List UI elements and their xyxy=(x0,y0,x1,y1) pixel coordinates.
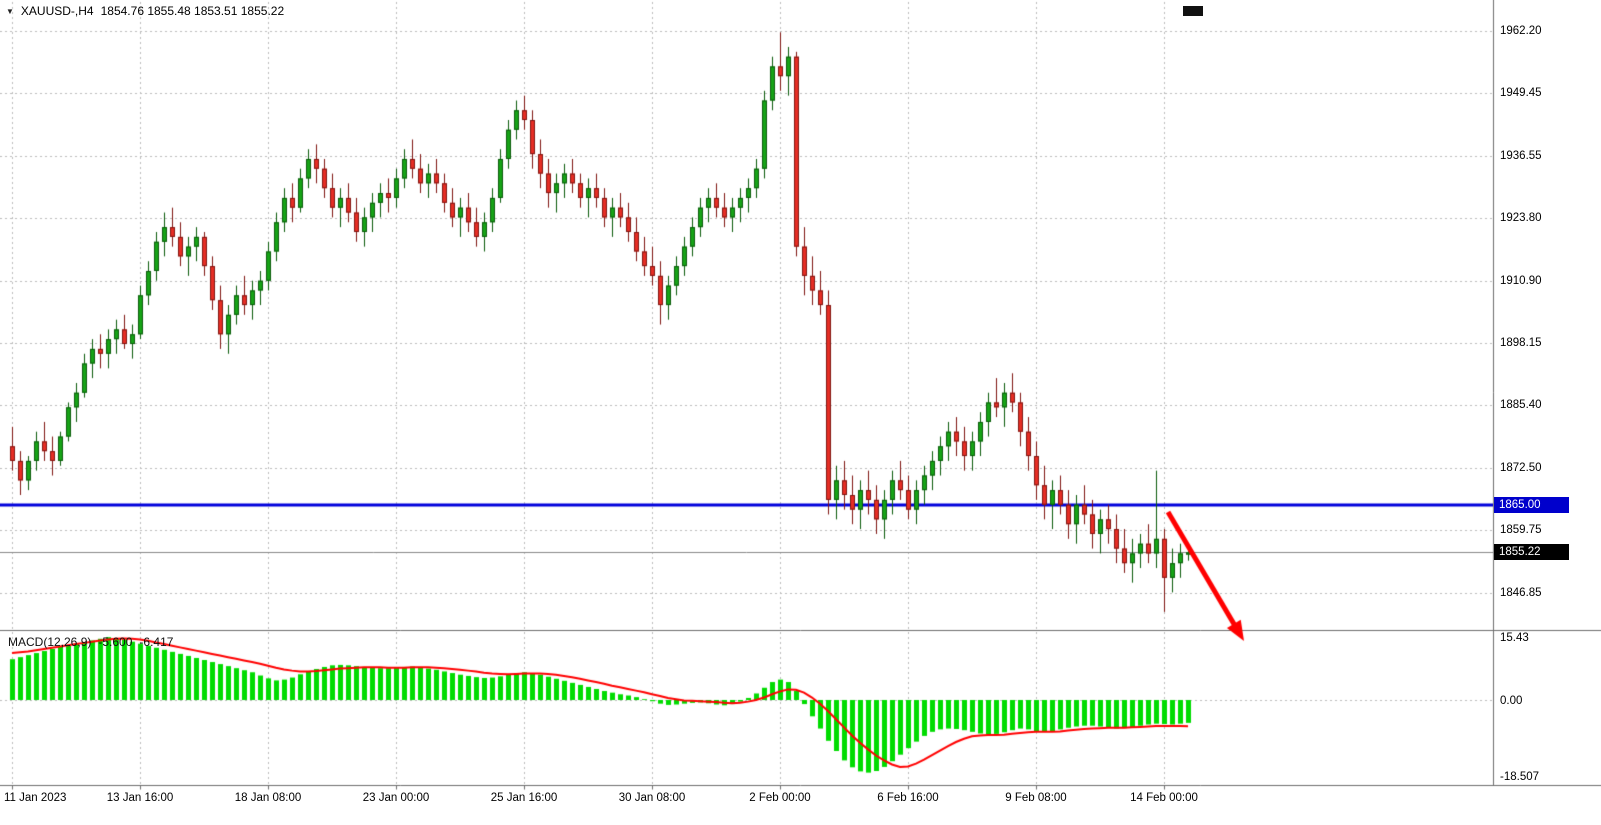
time-tick-label: 2 Feb 00:00 xyxy=(749,792,811,804)
ohlc-values: 1854.76 1855.48 1853.51 1855.22 xyxy=(100,4,285,18)
time-scale[interactable]: 11 Jan 2023 13 Jan 16:00 18 Jan 08:00 23 Ja… xyxy=(0,786,1601,825)
price-tick-label: 1859.75 xyxy=(1500,524,1542,536)
symbol-dropdown-icon[interactable]: ▼ xyxy=(6,6,14,16)
time-tick-label: 18 Jan 08:00 xyxy=(234,792,302,804)
macd-main-value: -5.600 xyxy=(98,635,133,649)
price-tick-label: 1872.50 xyxy=(1500,462,1542,474)
symbol-info: ▼ XAUUSD-,H4 1854.76 1855.48 1853.51 185… xyxy=(6,4,284,18)
price-scale[interactable]: 1962.20 1949.45 1936.55 1923.80 1910.90 1898.… xyxy=(1494,0,1601,785)
macd-tick-label: 15.43 xyxy=(1500,632,1529,644)
price-tick-label: 1910.90 xyxy=(1500,275,1542,287)
time-tick-label: 6 Feb 16:00 xyxy=(877,792,939,804)
time-tick-label: 30 Jan 08:00 xyxy=(618,792,686,804)
price-tick-label: 1936.55 xyxy=(1500,150,1542,162)
macd-signal-value: -6.417 xyxy=(139,635,174,649)
time-tick-label: 23 Jan 00:00 xyxy=(362,792,430,804)
time-tick-label: 14 Feb 00:00 xyxy=(1130,792,1198,804)
chart-shift-marker[interactable] xyxy=(1183,6,1203,16)
price-tick-label: 1962.20 xyxy=(1500,25,1542,37)
macd-tick-label: -18.507 xyxy=(1500,771,1540,783)
macd-indicator-label: MACD(12,26,9) -5.600 -6.417 xyxy=(8,635,173,649)
price-tick-label: 1846.85 xyxy=(1500,587,1542,599)
current-price-tag: 1855.22 xyxy=(1494,544,1569,560)
price-tick-label: 1885.40 xyxy=(1500,399,1542,411)
price-tick-label: 1898.15 xyxy=(1500,337,1542,349)
symbol-timeframe-label: XAUUSD-,H4 xyxy=(20,4,94,18)
time-tick-label: 11 Jan 2023 xyxy=(4,792,67,804)
macd-name: MACD(12,26,9) xyxy=(8,635,92,649)
hline-price-tag: 1865.00 xyxy=(1494,497,1569,513)
time-tick-label: 25 Jan 16:00 xyxy=(490,792,558,804)
time-tick-label: 13 Jan 16:00 xyxy=(106,792,174,804)
macd-tick-label: 0.00 xyxy=(1500,695,1523,707)
time-tick-label: 9 Feb 08:00 xyxy=(1005,792,1067,804)
price-tick-label: 1949.45 xyxy=(1500,87,1542,99)
price-tick-label: 1923.80 xyxy=(1500,212,1542,224)
